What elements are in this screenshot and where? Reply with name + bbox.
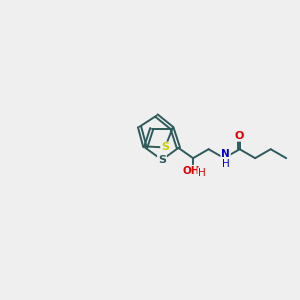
Text: O: O [235, 131, 244, 141]
Text: H: H [198, 168, 206, 178]
Text: OH: OH [183, 166, 200, 176]
Text: N: N [221, 149, 230, 159]
Text: S: S [161, 142, 169, 152]
Text: S: S [158, 155, 166, 165]
Text: H: H [222, 158, 230, 169]
